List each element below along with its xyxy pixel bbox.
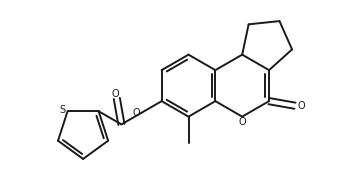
Text: S: S bbox=[60, 105, 66, 115]
Text: O: O bbox=[298, 101, 305, 111]
Text: O: O bbox=[112, 89, 119, 98]
Text: O: O bbox=[132, 108, 140, 118]
Text: O: O bbox=[238, 116, 246, 127]
